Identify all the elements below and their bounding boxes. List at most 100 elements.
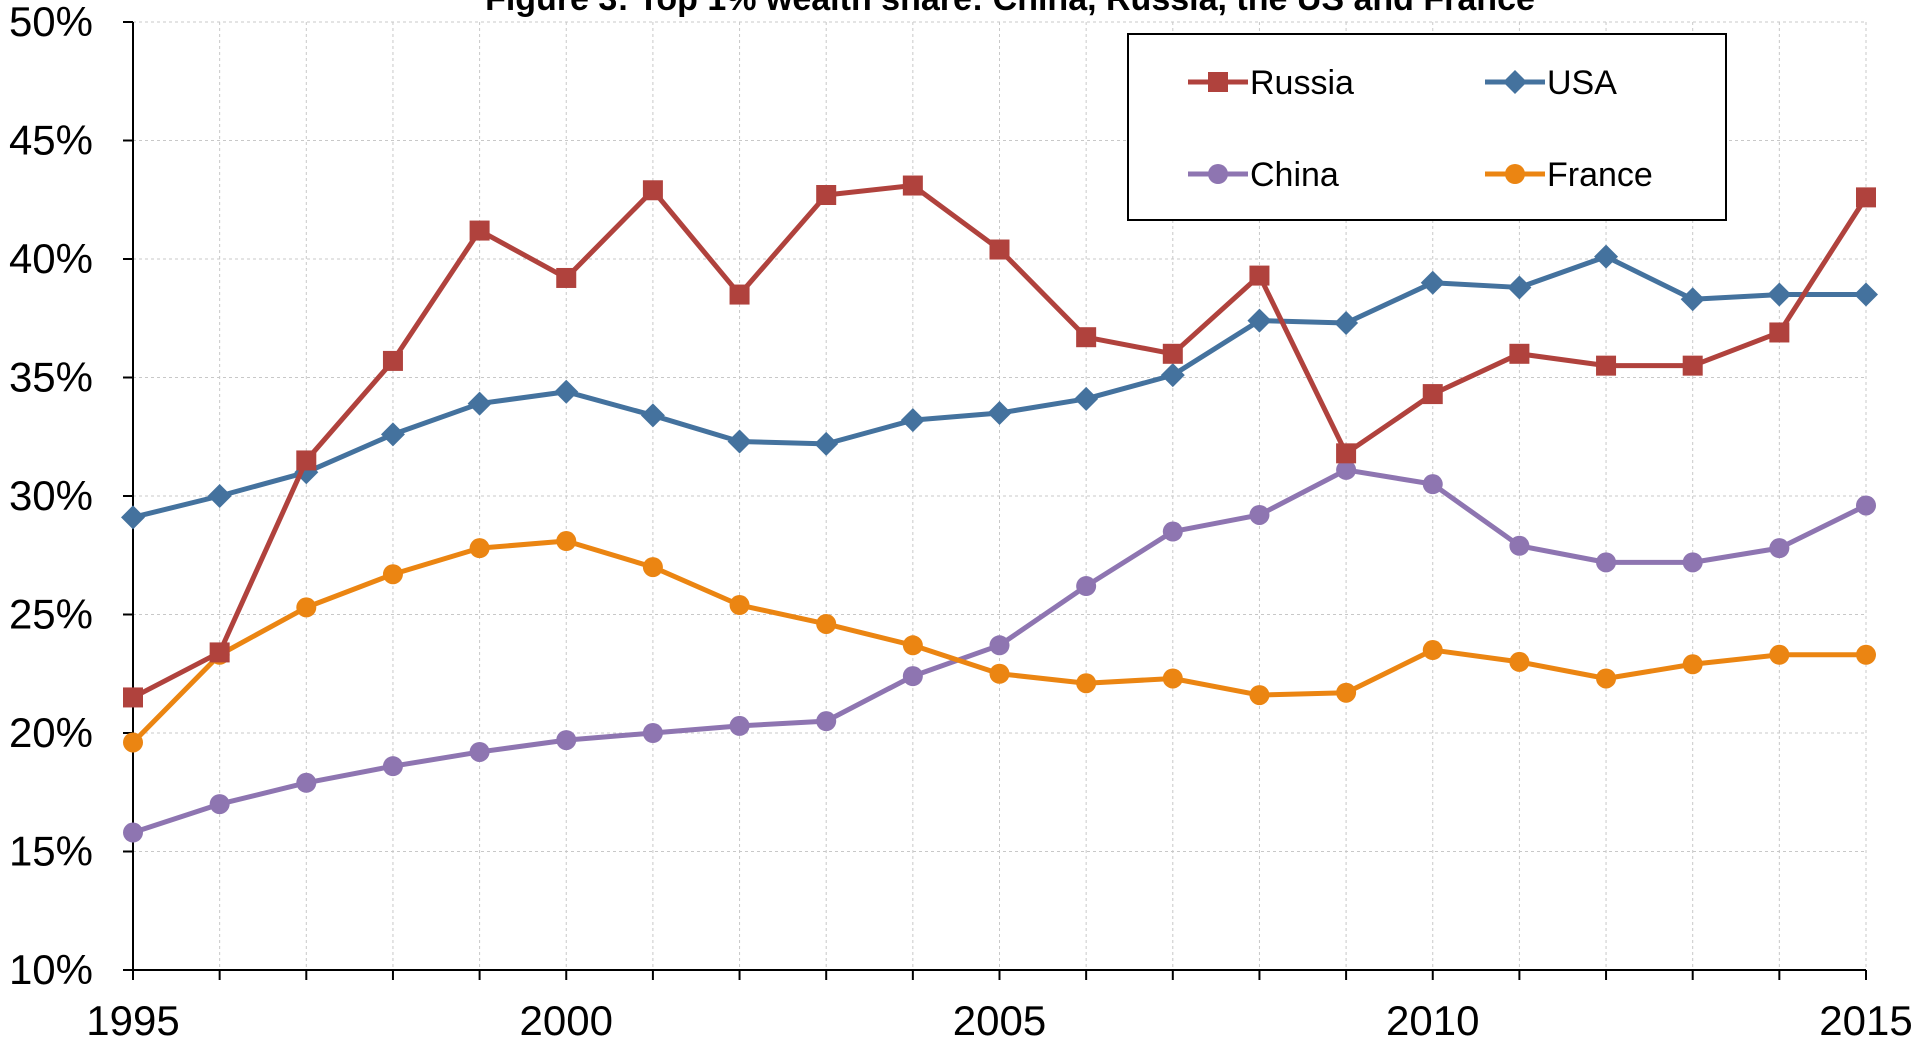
data-point-usa: [380, 422, 405, 447]
data-point-russia: [469, 220, 490, 241]
data-point-france: [469, 538, 490, 559]
data-point-france: [1076, 673, 1097, 694]
x-tick-label: 1995: [86, 997, 179, 1040]
data-point-china: [1249, 504, 1270, 525]
data-point-china: [1769, 538, 1790, 559]
data-point-france: [1769, 644, 1790, 665]
series-china: [123, 459, 1876, 843]
data-point-usa: [1334, 310, 1359, 335]
data-point-france: [729, 595, 750, 616]
legend-box: [1127, 33, 1727, 221]
data-point-china: [729, 715, 750, 736]
data-point-russia: [1076, 327, 1097, 348]
data-point-usa: [554, 379, 579, 404]
data-point-france: [902, 635, 923, 656]
data-point-usa: [640, 403, 665, 428]
data-point-france: [1682, 654, 1703, 675]
y-tick-label: 10%: [9, 946, 93, 993]
data-point-china: [1422, 474, 1443, 495]
y-tick-label: 25%: [9, 591, 93, 638]
data-point-france: [123, 732, 143, 753]
x-tick-label: 2000: [520, 997, 613, 1040]
data-point-usa: [1594, 244, 1619, 269]
legend-marker-china: [1208, 164, 1228, 184]
data-point-usa: [1680, 287, 1705, 312]
data-point-russia: [642, 180, 663, 201]
data-point-china: [642, 723, 663, 743]
y-tick-label: 45%: [9, 117, 93, 164]
data-point-china: [1162, 521, 1183, 542]
data-point-china: [296, 772, 317, 793]
data-point-russia: [816, 185, 837, 206]
data-point-usa: [1767, 282, 1792, 307]
data-point-russia: [1682, 355, 1703, 376]
data-point-russia: [1162, 343, 1183, 364]
axes: 10% 15% 20% 25% 30% 35% 40% 45% 50% 1995 2000 2005 2…: [9, 0, 1913, 1044]
data-point-russia: [209, 642, 230, 663]
data-point-china: [1076, 576, 1097, 597]
data-point-france: [296, 597, 317, 618]
data-point-usa: [1507, 275, 1532, 300]
data-point-russia: [556, 267, 577, 288]
data-point-usa: [900, 408, 925, 433]
data-point-usa: [207, 484, 232, 508]
data-point-russia: [1249, 265, 1270, 286]
series-russia: [123, 175, 1876, 708]
data-point-france: [382, 564, 403, 585]
data-point-france: [1249, 685, 1270, 706]
data-point-russia: [729, 284, 750, 305]
series-france: [123, 531, 1876, 753]
data-point-russia: [1596, 355, 1617, 376]
data-point-china: [209, 794, 230, 815]
data-point-france: [556, 531, 577, 552]
data-point-china: [1856, 495, 1876, 516]
data-point-france: [1422, 640, 1443, 661]
data-point-russia: [902, 175, 923, 196]
data-point-china: [1682, 552, 1703, 573]
x-tick-label: 2010: [1386, 997, 1479, 1040]
legend-label-france: France: [1547, 156, 1653, 194]
data-point-usa: [727, 429, 752, 454]
data-point-china: [816, 711, 837, 732]
data-point-china: [1596, 552, 1617, 573]
data-point-france: [642, 557, 663, 578]
data-point-france: [816, 613, 837, 634]
y-tick-label: 20%: [9, 709, 93, 756]
data-point-france: [1509, 651, 1530, 672]
y-tick-label: 50%: [9, 0, 93, 45]
data-point-usa: [1074, 386, 1099, 411]
data-point-usa: [1854, 282, 1878, 307]
data-point-russia: [382, 350, 403, 371]
y-tick-label: 30%: [9, 472, 93, 519]
data-point-russia: [296, 450, 317, 471]
data-point-russia: [123, 687, 143, 708]
data-point-china: [902, 666, 923, 687]
legend-marker-usa: [1503, 70, 1527, 94]
y-tick-label: 40%: [9, 235, 93, 282]
legend: Russia USA China France: [1127, 33, 1727, 221]
data-point-france: [1336, 682, 1357, 703]
data-point-france: [1856, 644, 1876, 665]
data-point-russia: [989, 239, 1010, 260]
data-point-china: [556, 730, 577, 751]
legend-marker-france: [1505, 164, 1525, 184]
y-tick-label: 15%: [9, 828, 93, 875]
legend-label-usa: USA: [1547, 64, 1617, 102]
data-point-russia: [1509, 343, 1530, 364]
data-point-china: [123, 822, 143, 843]
data-point-russia: [1336, 443, 1357, 464]
data-point-france: [989, 663, 1010, 684]
data-point-russia: [1422, 384, 1443, 405]
x-tick-label: 2015: [1819, 997, 1912, 1040]
data-point-usa: [987, 401, 1012, 426]
data-point-russia: [1856, 187, 1876, 208]
data-point-china: [382, 756, 403, 777]
data-point-china: [989, 635, 1010, 656]
legend-label-russia: Russia: [1250, 64, 1354, 102]
data-point-usa: [1420, 270, 1445, 295]
data-point-russia: [1769, 322, 1790, 343]
legend-label-china: China: [1250, 156, 1339, 194]
data-point-usa: [814, 431, 839, 456]
